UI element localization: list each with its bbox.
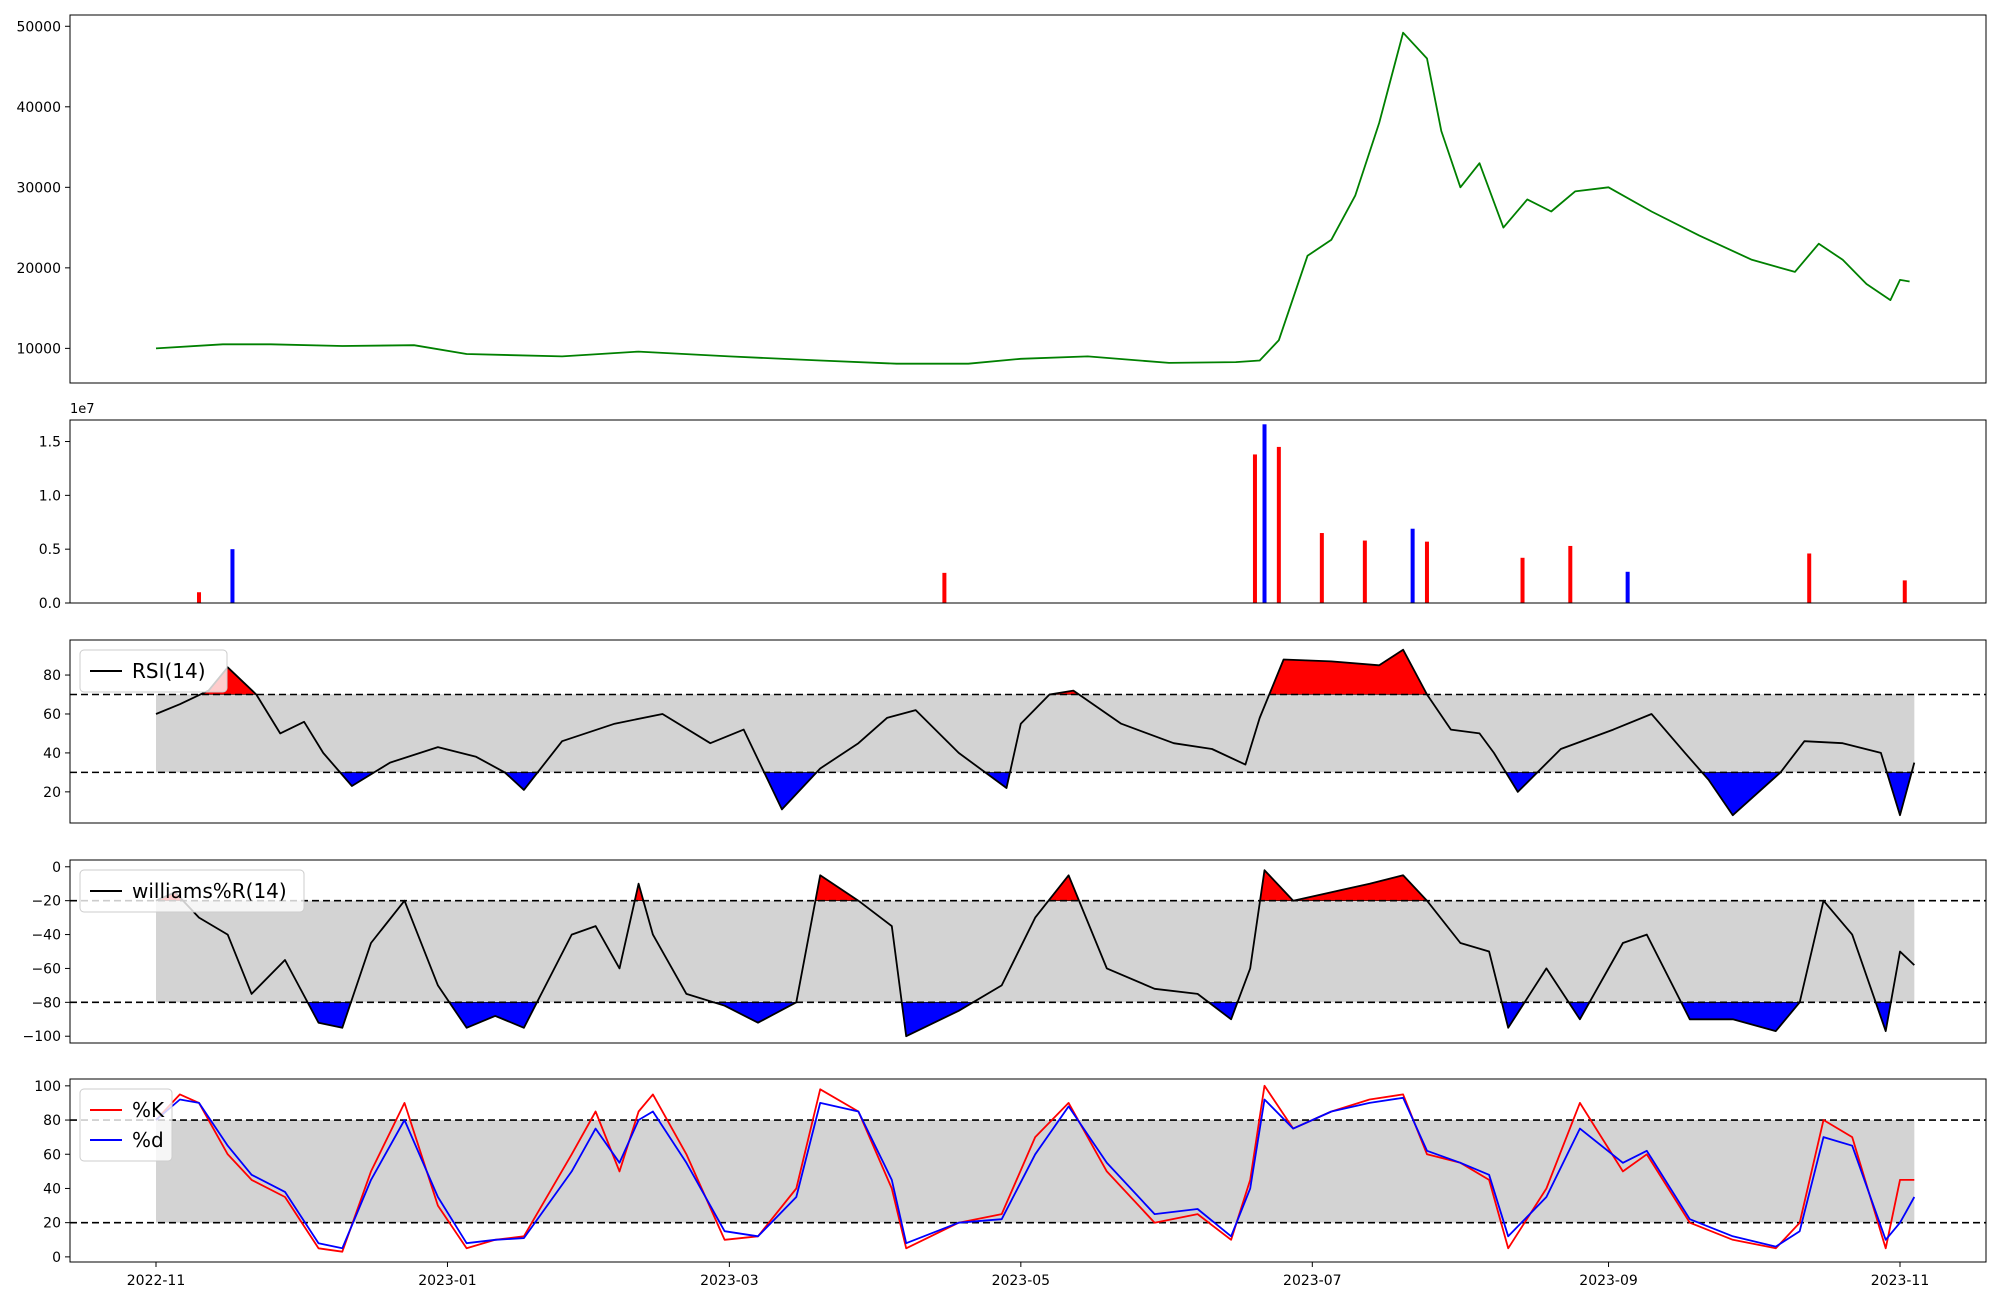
x-tick-label: 2023-05 [992, 1273, 1051, 1289]
y-tick-label: −40 [31, 928, 61, 944]
legend-box [79, 1088, 173, 1162]
legend-label: williams%R(14) [132, 879, 287, 903]
volume-bar [1568, 545, 1573, 603]
williams-oversold-fill [901, 1001, 975, 1037]
volume-bar [1520, 557, 1525, 603]
y-tick-label: 40 [43, 1181, 61, 1197]
volume-bar [1319, 533, 1324, 603]
axes-frame [69, 1078, 1987, 1263]
legend-label: %d [132, 1128, 164, 1152]
volume-bar [230, 549, 235, 603]
y-tick-label: −60 [31, 961, 61, 977]
y-tick-label: 40 [43, 746, 61, 762]
y-tick-label: 100 [34, 1079, 61, 1095]
y-tick-label: 0.0 [39, 596, 61, 612]
y-tick-label: −100 [23, 1029, 61, 1045]
stoch-line-pct-d [155, 1096, 1916, 1250]
y-tick-label: 0 [52, 1250, 61, 1266]
y-tick-label: 1.0 [39, 488, 61, 504]
williams-oversold-fill [713, 1001, 797, 1024]
y-tick-label: 20 [43, 785, 61, 801]
threshold-band [156, 900, 1915, 1003]
volume-bar [1424, 541, 1429, 603]
y-tick-label: 80 [43, 1113, 61, 1129]
y-tick-label: 20000 [16, 261, 61, 277]
x-tick-label: 2023-01 [418, 1273, 477, 1289]
volume-bar [1362, 540, 1367, 603]
x-tick-label: 2023-07 [1283, 1273, 1342, 1289]
y-tick-label: 20 [43, 1216, 61, 1232]
y-tick-label: 40000 [16, 100, 61, 116]
legend-label: RSI(14) [132, 659, 206, 683]
volume-bar [1262, 424, 1267, 603]
price-line [155, 31, 1910, 365]
y-tick-label: 10000 [16, 341, 61, 357]
y-tick-label: 50000 [16, 19, 61, 35]
volume-bar [942, 572, 947, 603]
rsi-oversold-fill [1886, 772, 1913, 817]
y-tick-label: 60 [43, 1147, 61, 1163]
y-tick-label: −80 [31, 995, 61, 1011]
rsi-line [155, 648, 1916, 817]
williams-oversold-fill [448, 1001, 538, 1029]
x-tick-label: 2022-11 [127, 1273, 186, 1289]
y-tick-label: 30000 [16, 180, 61, 196]
rsi-overbought-fill [1268, 649, 1428, 695]
y-tick-label: 1.5 [39, 435, 61, 451]
y-offset-label: 1e7 [70, 402, 95, 417]
volume-bar [1276, 446, 1281, 603]
y-tick-label: 0 [52, 860, 61, 876]
x-tick-label: 2023-11 [1871, 1273, 1930, 1289]
volume-bar [1410, 528, 1415, 603]
x-tick-label: 2023-09 [1579, 1273, 1638, 1289]
threshold-band [156, 1120, 1915, 1223]
volume-bar [1252, 454, 1257, 603]
stoch-line-pct-k [155, 1084, 1915, 1253]
axes-frame [69, 14, 1987, 384]
rsi-oversold-fill [763, 772, 818, 810]
x-tick-label: 2023-03 [700, 1273, 759, 1289]
y-tick-label: 60 [43, 707, 61, 723]
volume-bar [197, 592, 202, 603]
volume-bar [1625, 571, 1630, 603]
y-tick-label: 80 [43, 668, 61, 684]
axes-frame [69, 639, 1987, 824]
threshold-band [156, 694, 1915, 773]
y-tick-label: −20 [31, 894, 61, 910]
legend-label: %K [132, 1098, 165, 1122]
volume-bar [1902, 580, 1907, 603]
williams-line [155, 869, 1915, 1038]
y-tick-label: 0.5 [39, 542, 61, 558]
axes-frame [69, 419, 1987, 604]
axes-frame [69, 859, 1987, 1044]
legend-box [79, 869, 305, 913]
volume-bar [1807, 553, 1812, 603]
legend-box [79, 649, 228, 693]
williams-oversold-fill [1680, 1001, 1801, 1032]
